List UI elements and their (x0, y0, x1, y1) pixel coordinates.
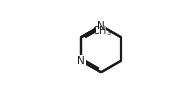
Text: CH$_3$: CH$_3$ (92, 24, 112, 38)
Text: N: N (77, 56, 85, 66)
Text: N: N (97, 21, 105, 31)
